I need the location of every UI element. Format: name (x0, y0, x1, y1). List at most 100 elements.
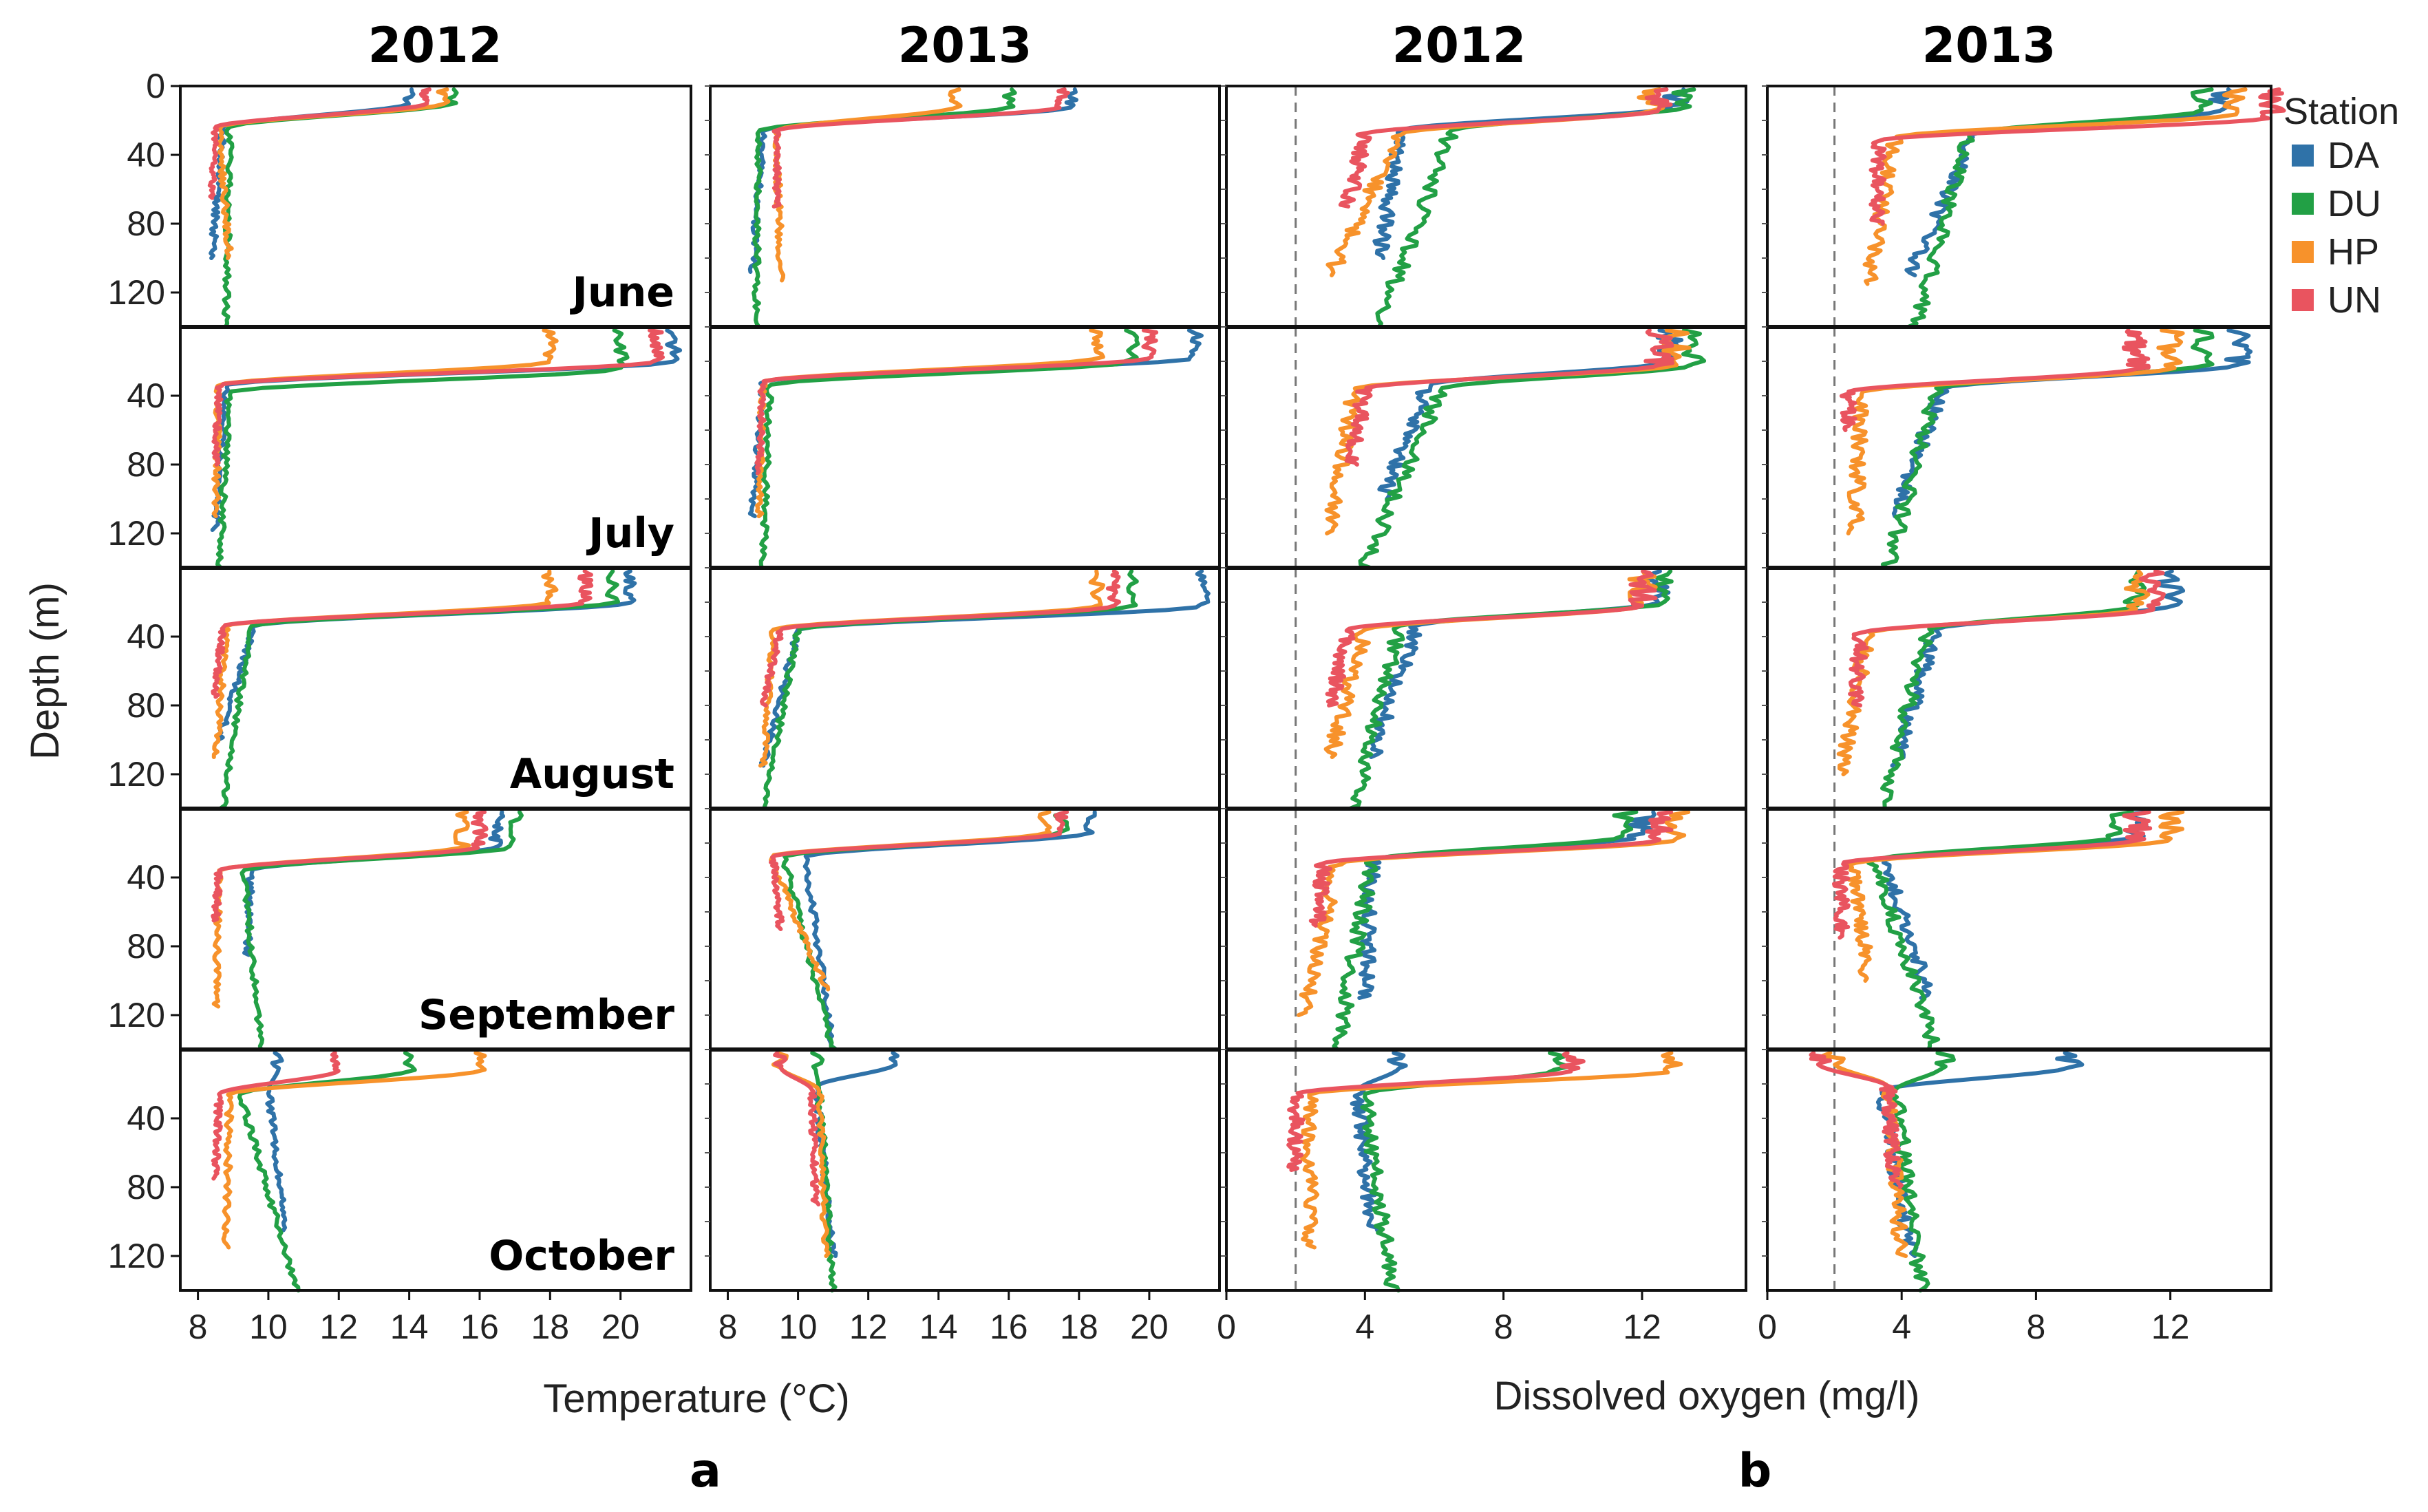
profile-line-un (760, 569, 1121, 707)
x-tick-label: 8 (1494, 1308, 1513, 1346)
profile-line-da (210, 328, 683, 532)
profile-line-un (1848, 569, 2166, 707)
month-label-august: August (510, 750, 674, 798)
col-title-oxygen-2013: 2013 (1922, 17, 2056, 74)
profile-line-hp (755, 328, 1105, 518)
y-tick-label: 80 (127, 1168, 165, 1206)
x-tick-label: 8 (718, 1308, 738, 1346)
x-tick-label: 8 (189, 1308, 208, 1346)
profile-line-du (1358, 328, 1707, 570)
profile-line-du (758, 328, 1140, 570)
x-tick-label: 4 (1892, 1308, 1911, 1346)
profile-line-du (1880, 328, 2215, 570)
y-tick-label: 80 (127, 927, 165, 966)
y-tick-label: 40 (127, 1099, 165, 1138)
x-tick-label: 18 (1060, 1308, 1098, 1346)
profile-line-un (211, 328, 665, 467)
profile-line-hp (758, 569, 1105, 768)
legend-label-da: DA (2328, 135, 2379, 176)
profile-line-un (754, 328, 1159, 476)
x-axis-label-temperature: Temperature (°C) (543, 1376, 849, 1421)
panel-october-col1: 8 10 12 14 16 18 20 (705, 1048, 1221, 1346)
panel-july-col0: 40 80 120 July (108, 326, 692, 570)
y-tick-label: 120 (108, 514, 165, 553)
panel-september-col0: 40 80 120 September (108, 807, 692, 1052)
profile-line-du (215, 328, 630, 570)
x-tick-label: 20 (601, 1308, 640, 1346)
profile-line-hp (1300, 1051, 1683, 1250)
profile-line-da (1904, 87, 2234, 277)
panel-june-col0: 0 40 80 120 June (108, 67, 692, 329)
x-tick-label: 12 (319, 1308, 358, 1346)
profile-line-hp (772, 87, 963, 283)
profile-line-un (1344, 328, 1675, 467)
panel-august-col2 (1221, 566, 1747, 811)
y-tick-label: 120 (108, 996, 165, 1034)
x-tick-label: 16 (990, 1308, 1028, 1346)
panel-august-col3 (1762, 566, 2272, 811)
panel-october-col3: 0 4 8 12 (1758, 1048, 2272, 1346)
panel-september-col1 (705, 807, 1221, 1052)
x-axis-label-oxygen: Dissolved oxygen (mg/l) (1494, 1374, 1920, 1418)
profile-line-da (216, 569, 637, 742)
panel-july-col1 (705, 326, 1221, 570)
month-label-september: September (418, 991, 674, 1039)
x-tick-label: 0 (1217, 1308, 1236, 1346)
profile-line-hp (211, 569, 559, 759)
profile-line-du (239, 810, 524, 1052)
x-tick-label: 10 (249, 1308, 288, 1346)
profile-line-da (1350, 1051, 1408, 1233)
panel-june-col3 (1762, 85, 2286, 329)
profile-line-un (1839, 328, 2151, 432)
y-tick-label: 0 (146, 67, 165, 105)
y-tick-label: 40 (127, 617, 165, 656)
month-label-july: July (586, 509, 674, 557)
panel-september-col3 (1762, 807, 2272, 1052)
profile-line-du (752, 87, 1017, 329)
panel-letter-a: a (690, 1444, 721, 1498)
profile-line-hp (1323, 569, 1658, 759)
profile-line-da (1890, 569, 2186, 768)
y-tick-label: 40 (127, 136, 165, 174)
profile-line-un (771, 87, 1070, 209)
y-tick-label: 120 (108, 273, 165, 312)
profile-line-hp (771, 1051, 831, 1258)
month-label-october: October (489, 1232, 674, 1280)
legend-label-un: UN (2328, 279, 2381, 321)
legend-label-hp: HP (2328, 231, 2379, 273)
profile-line-un (1286, 1051, 1586, 1172)
profile-line-du (1332, 810, 1639, 1052)
panel-frame (1225, 566, 1747, 810)
panel-june-col1 (705, 85, 1221, 329)
profile-line-hp (1324, 328, 1692, 535)
panel-october-col2: 0 4 8 12 (1217, 1048, 1747, 1346)
legend-label-du: DU (2328, 183, 2381, 224)
panel-letter-b: b (1738, 1444, 1772, 1498)
x-tick-label: 10 (779, 1308, 818, 1346)
profile-line-un (1868, 87, 2286, 226)
panel-frame (1766, 326, 2272, 569)
panel-frame (1766, 1048, 2272, 1292)
legend-swatch-da (2292, 145, 2314, 167)
y-tick-label: 40 (127, 376, 165, 415)
x-tick-label: 14 (919, 1308, 958, 1346)
x-tick-label: 18 (531, 1308, 569, 1346)
x-tick-label: 14 (390, 1308, 429, 1346)
y-tick-label: 80 (127, 686, 165, 725)
profile-line-hp (1846, 810, 2185, 983)
y-axis-label: Depth (m) (23, 582, 67, 760)
col-title-temp-2012: 2012 (368, 17, 502, 74)
profile-line-du (1360, 1051, 1571, 1292)
profile-line-hp (1846, 328, 2185, 535)
profile-line-hp (221, 1051, 487, 1250)
profile-line-un (1325, 569, 1658, 707)
panel-july-col2 (1221, 326, 1747, 570)
profile-line-hp (211, 328, 559, 518)
y-tick-label: 120 (108, 755, 165, 794)
profile-line-un (211, 1051, 341, 1181)
x-tick-label: 8 (2026, 1308, 2045, 1346)
panel-august-col1 (705, 566, 1221, 811)
profile-line-du (1880, 569, 2149, 811)
profile-line-da (758, 569, 1211, 768)
